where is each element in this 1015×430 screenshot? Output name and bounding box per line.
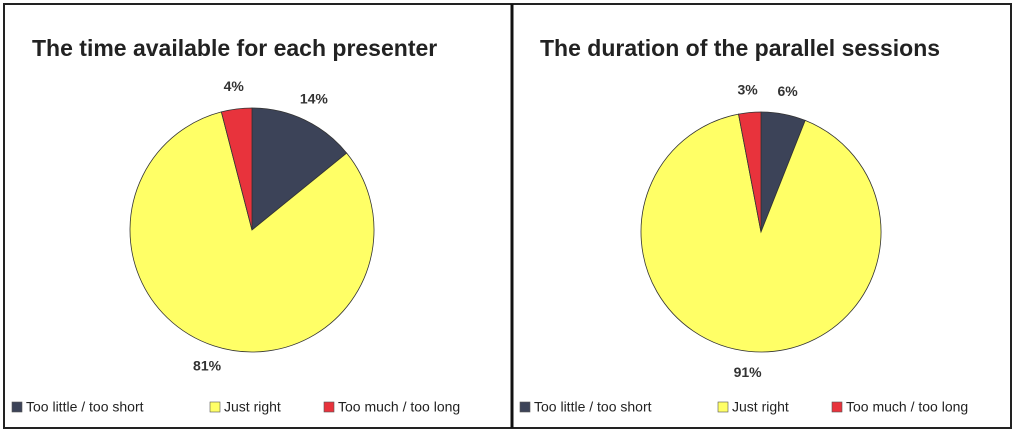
- legend-label: Too much / too long: [846, 399, 968, 415]
- pie-slice: [129, 111, 375, 353]
- legend-swatch: [11, 401, 23, 413]
- legend-label: Just right: [224, 399, 281, 415]
- legend-swatch: [831, 401, 843, 413]
- legend-label: Too little / too short: [534, 399, 652, 415]
- legend-swatch: [717, 401, 729, 413]
- pie-slice: [220, 107, 253, 231]
- legend-label: Too much / too long: [338, 399, 460, 415]
- legend-swatch: [323, 401, 335, 413]
- pie-slice: [738, 111, 762, 233]
- legend-swatch: [519, 401, 531, 413]
- value-label: 4%: [224, 78, 245, 94]
- value-label: 91%: [734, 364, 763, 380]
- pie-slice: [640, 113, 882, 353]
- legend-swatch: [209, 401, 221, 413]
- chart-title: The duration of the parallel sessions: [540, 35, 940, 61]
- legend-label: Just right: [732, 399, 789, 415]
- value-label: 6%: [777, 83, 798, 99]
- value-label: 81%: [193, 358, 222, 374]
- chart-title: The time available for each presenter: [32, 35, 437, 61]
- legend-label: Too little / too short: [26, 399, 144, 415]
- value-label: 3%: [738, 81, 759, 97]
- value-label: 14%: [300, 91, 329, 107]
- pie-slice: [251, 107, 348, 231]
